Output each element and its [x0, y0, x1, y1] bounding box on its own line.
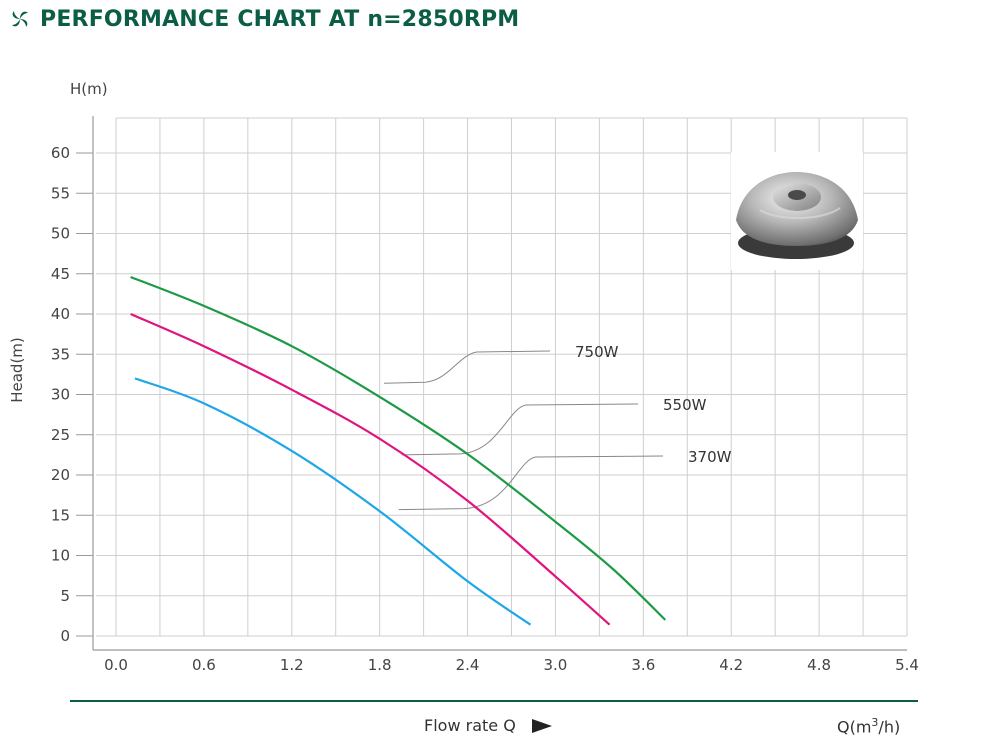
series-leader-lines: [384, 350, 664, 511]
leader-line-550w: [401, 403, 639, 456]
y-tick-label: 45: [51, 265, 70, 283]
y-tick-label: 25: [51, 426, 70, 444]
leader-line-370w: [398, 455, 664, 511]
x-tick-label: 0.6: [192, 656, 216, 674]
x-tick-label: 3.0: [544, 656, 568, 674]
x-axis-label: Flow rate Q: [424, 716, 552, 735]
footer-divider: [70, 700, 918, 702]
x-unit-suffix: /h): [878, 717, 901, 737]
pinwheel-logo-icon: [12, 11, 28, 27]
y-axis-label: Head(m): [8, 337, 26, 403]
series-line-750w: [130, 275, 667, 621]
x-tick-labels: 0.0 0.6 1.2 1.8 2.4 3.0 3.6 4.2 4.8 5.4: [104, 656, 919, 674]
x-tick-label: 4.8: [807, 656, 831, 674]
y-tick-label: 50: [51, 225, 70, 243]
y-tick-label: 30: [51, 386, 70, 404]
y-tick-label: 5: [60, 587, 70, 605]
x-tick-label: 1.2: [280, 656, 304, 674]
series-label-750w: 750W: [575, 343, 619, 361]
x-axis-unit: Q(m3/h): [837, 716, 900, 736]
y-tick-label: 40: [51, 305, 70, 323]
y-tick-label: 10: [51, 547, 70, 565]
y-tick-label: 60: [51, 144, 70, 162]
x-unit-prefix: Q(m: [837, 717, 872, 737]
y-tick-labels: 0 5 10 15 20 25 30 35 40 45 50 55 60: [51, 144, 70, 645]
series-label-370w: 370W: [688, 448, 732, 466]
x-tick-label: 1.8: [368, 656, 392, 674]
leader-line-750w: [384, 350, 551, 384]
series-lines: [130, 275, 667, 626]
y-tick-label: 55: [51, 184, 70, 202]
x-tick-label: 3.6: [631, 656, 655, 674]
y-tick-label: 35: [51, 345, 70, 363]
chart-header: PERFORMANCE CHART AT n=2850RPM: [8, 4, 519, 34]
series-line-370w: [134, 377, 532, 626]
impeller-photo: [731, 152, 863, 270]
x-axis-label-text: Flow rate Q: [424, 716, 516, 735]
series-label-550w: 550W: [663, 396, 707, 414]
x-tick-label: 5.4: [895, 656, 919, 674]
page-title: PERFORMANCE CHART AT n=2850RPM: [40, 6, 520, 32]
series-labels: 750W 550W 370W: [575, 343, 732, 466]
chart-axes: [76, 116, 907, 651]
y-tick-label: 0: [60, 627, 70, 645]
x-unit-exponent: 3: [871, 716, 879, 729]
x-tick-label: 2.4: [456, 656, 480, 674]
y-axis-unit: H(m): [70, 80, 108, 98]
chart-grid: [96, 117, 908, 637]
x-tick-label: 4.2: [719, 656, 743, 674]
y-tick-label: 20: [51, 466, 70, 484]
arrow-right-icon: [531, 718, 552, 733]
x-tick-label: 0.0: [104, 656, 128, 674]
series-line-550w: [130, 312, 611, 626]
y-tick-label: 15: [51, 506, 70, 524]
